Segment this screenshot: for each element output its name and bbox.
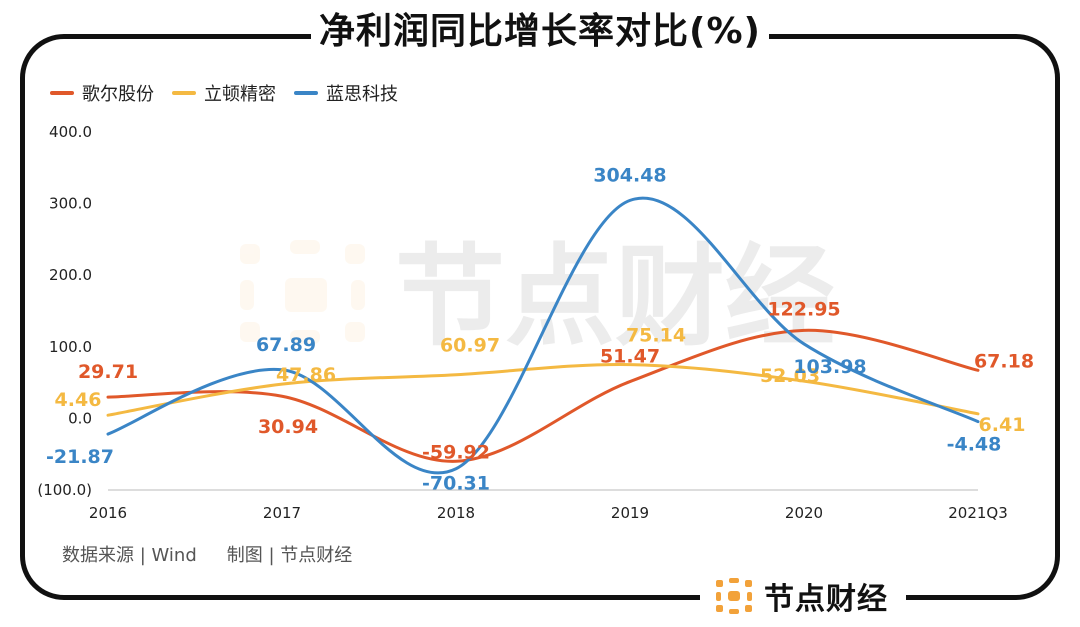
y-tick-label: 400.0 <box>49 123 92 141</box>
watermark-logo-block <box>240 322 260 342</box>
data-label-lens: 67.89 <box>256 334 316 356</box>
series-layer <box>106 196 980 475</box>
data-label-liton: 60.97 <box>440 335 500 357</box>
series-line-lens <box>106 196 980 475</box>
data-label-lens: 103.98 <box>793 356 866 378</box>
data-label-lens: 304.48 <box>593 164 666 186</box>
data-label-lens: -70.31 <box>422 473 490 495</box>
watermark-logo-block <box>345 244 365 264</box>
brand-logo-icon <box>716 578 752 614</box>
watermark-logo-block <box>240 280 254 310</box>
y-tick-label: (100.0) <box>37 481 92 499</box>
data-labels: 29.71 30.94 -59.92 51.47 122.95 67.18 4.46 47.8… <box>46 164 1034 494</box>
x-tick-label: 2016 <box>89 504 127 522</box>
watermark-logo-icon <box>240 240 365 344</box>
legend-label: 蓝思科技 <box>326 84 398 105</box>
watermark-text: 节点财经 <box>395 233 835 361</box>
x-tick-label: 2017 <box>263 504 301 522</box>
data-label-goer: 30.94 <box>258 416 318 438</box>
legend-swatch <box>172 91 196 95</box>
watermark: 节点财经 <box>240 233 835 361</box>
watermark-logo-block <box>290 330 320 344</box>
made-by: 制图 | 节点财经 <box>226 545 353 566</box>
y-tick-label: 200.0 <box>49 266 92 284</box>
data-source: 数据来源 | Wind <box>62 545 197 566</box>
legend: 歌尔股份 立顿精密 蓝思科技 <box>50 78 398 108</box>
brand-name: 节点财经 <box>764 582 888 617</box>
legend-item-lens: 蓝思科技 <box>294 80 398 106</box>
data-label-goer: 29.71 <box>78 361 138 383</box>
data-label-goer: 67.18 <box>974 350 1034 372</box>
legend-swatch <box>294 91 318 95</box>
y-tick-label: 100.0 <box>49 338 92 356</box>
y-tick-label: 0.0 <box>68 409 92 427</box>
series-line-goer <box>106 328 980 463</box>
data-label-liton: 6.41 <box>979 414 1026 436</box>
watermark-logo-block <box>351 280 365 310</box>
brand-badge: 节点财经 <box>700 572 906 620</box>
source-note: 数据来源 | Wind 制图 | 节点财经 <box>62 541 352 567</box>
data-label-lens: -4.48 <box>947 434 1002 456</box>
watermark-logo-block <box>240 244 260 264</box>
legend-item-liton: 立顿精密 <box>172 80 276 106</box>
axes: (100.0) 0.0 100.0 200.0 300.0 400.0 2016 2017 20… <box>37 123 1007 522</box>
y-tick-label: 300.0 <box>49 195 92 213</box>
data-label-liton: 52.03 <box>760 365 820 387</box>
watermark-logo-block <box>290 240 320 254</box>
watermark-logo-block <box>285 278 327 312</box>
series-line-liton <box>106 363 980 417</box>
data-label-liton: 4.46 <box>55 389 102 411</box>
data-label-lens: -21.87 <box>46 446 114 468</box>
legend-label: 立顿精密 <box>204 84 276 105</box>
data-label-liton: 47.86 <box>276 364 336 386</box>
x-tick-label: 2020 <box>785 504 823 522</box>
legend-label: 歌尔股份 <box>82 84 154 105</box>
x-tick-label: 2019 <box>611 504 649 522</box>
watermark-logo-block <box>345 322 365 342</box>
legend-swatch <box>50 91 74 95</box>
x-tick-label: 2021Q3 <box>948 504 1008 522</box>
data-label-liton: 75.14 <box>626 325 686 347</box>
x-tick-label: 2018 <box>437 504 475 522</box>
data-label-goer: 122.95 <box>767 298 840 320</box>
legend-item-goer: 歌尔股份 <box>50 80 154 106</box>
data-label-goer: -59.92 <box>422 441 490 463</box>
data-label-goer: 51.47 <box>600 346 660 368</box>
